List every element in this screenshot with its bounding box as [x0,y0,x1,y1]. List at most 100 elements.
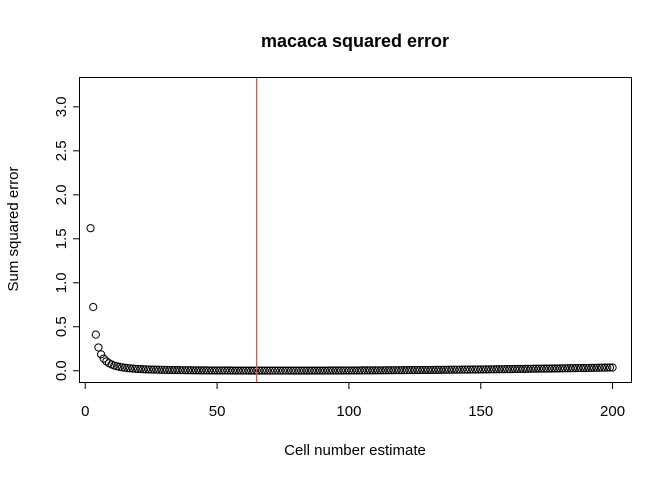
data-point [608,363,617,372]
data-point [376,366,385,375]
data-point [260,366,269,375]
data-point [455,365,464,374]
data-point [289,366,298,375]
x-tick-label: 50 [209,403,226,420]
data-point [529,364,538,373]
data-point [553,364,562,373]
data-point [365,366,375,375]
x-tick-label: 150 [468,403,493,420]
data-point [534,364,543,373]
data-point [508,364,517,374]
data-point [505,364,514,374]
data-point [170,365,180,375]
data-point [336,366,346,375]
data-point [194,366,203,375]
data-point [178,366,187,375]
data-point [384,366,393,375]
data-point [234,366,243,375]
data-point [410,365,419,375]
data-point [386,366,396,375]
data-point [352,366,361,375]
data-point [484,365,493,374]
data-point [99,354,108,363]
data-point [526,364,535,373]
data-point [278,366,288,375]
data-point [228,366,238,375]
data-point [458,365,467,374]
data-point [118,363,127,372]
data-point [152,365,161,374]
data-point [437,365,446,374]
data-point [513,364,522,374]
data-point [547,364,557,373]
data-point [215,366,224,375]
data-point [273,366,282,375]
data-point [363,366,372,375]
data-point [566,364,575,373]
data-point [162,365,172,375]
data-point [339,366,348,375]
data-point [524,364,533,373]
data-point [139,365,148,374]
data-point [310,366,319,375]
data-point [571,364,580,373]
data-point [357,366,367,375]
data-point [426,365,435,375]
data-point [500,365,509,374]
data-point [600,363,609,372]
data-point [574,364,583,373]
data-point [96,350,106,359]
data-point [133,364,143,374]
data-point [244,366,253,375]
data-point [220,366,230,375]
data-point [450,365,459,374]
data-point [587,363,596,372]
data-point [334,366,343,375]
data-point [202,366,211,375]
data-point [479,365,488,374]
data-point [589,363,599,372]
data-point [442,365,451,374]
data-point [331,366,340,375]
chart-title: macaca squared error [261,31,449,51]
data-point [466,365,475,374]
data-point [313,366,322,375]
x-tick-label: 200 [600,403,625,420]
data-point [157,365,166,374]
data-point [226,366,235,375]
data-point [597,363,607,372]
data-point [321,366,330,375]
data-point [550,364,559,373]
data-point [516,364,525,374]
x-axis: 0 50 100 150 200 [81,382,625,420]
data-point [89,302,98,312]
data-point [205,366,214,375]
data-point [231,366,240,375]
y-tick-label: 2.0 [53,184,70,205]
data-point [165,365,174,375]
data-point [492,365,501,374]
data-point [186,366,195,375]
data-point [328,366,338,375]
data-point [452,365,462,374]
data-point [197,366,206,375]
data-point [400,366,409,375]
data-point [531,364,541,373]
data-point [257,366,267,375]
data-point [468,365,477,374]
data-point [294,366,303,375]
x-axis-label: Cell number estimate [284,442,426,459]
data-point [434,365,443,374]
data-point [284,366,293,375]
data-point [350,366,359,375]
data-point [147,365,156,374]
data-point [265,366,274,375]
data-point [173,366,182,375]
data-point [168,365,177,375]
plot-frame [79,77,632,383]
data-point [373,366,383,375]
data-point [268,366,277,375]
data-point [394,366,404,375]
data-point [128,364,137,373]
